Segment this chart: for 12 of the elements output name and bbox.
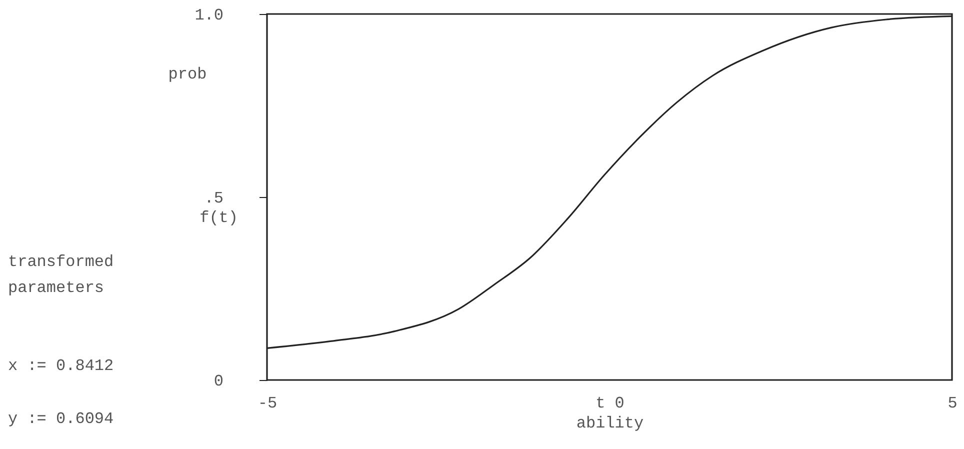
y-axis-title: prob (168, 66, 207, 84)
text: y := 0.6094 (8, 410, 114, 428)
text: f(t) (200, 209, 238, 227)
x-tick-label: t 0 (596, 394, 624, 412)
y-tick-label: .5 (204, 190, 224, 208)
x-tick-label: 5 (948, 394, 958, 412)
y-tick-label: 1.0 (194, 6, 224, 24)
x-axis-title: ability (576, 414, 644, 432)
text: x := 0.8412 (8, 357, 114, 375)
text: transformed parameters (8, 253, 114, 297)
y-tick-label: 0 (214, 372, 224, 390)
x-tick-label: -5 (258, 394, 278, 412)
